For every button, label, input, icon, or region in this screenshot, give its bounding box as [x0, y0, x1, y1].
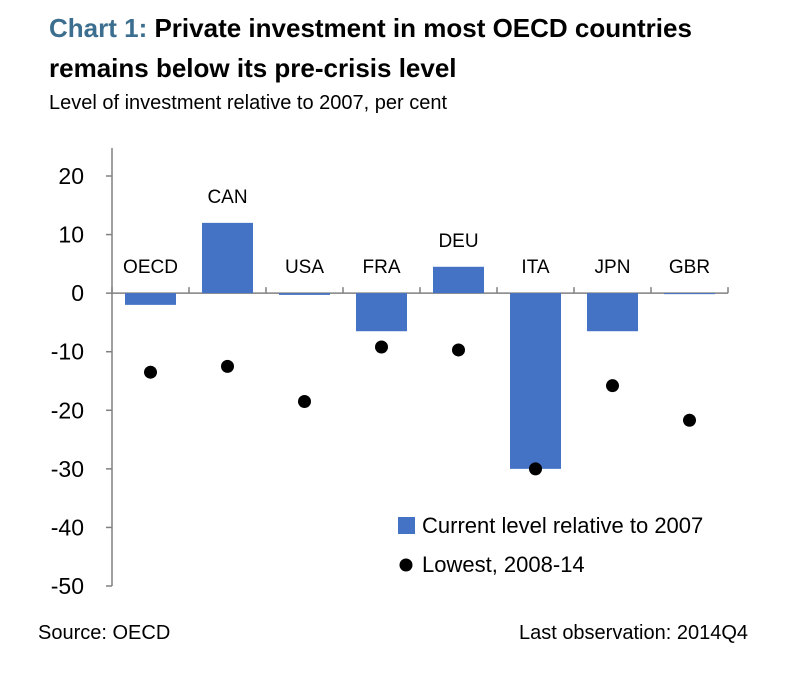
category-label: OECD [123, 257, 178, 278]
bar [587, 293, 638, 332]
chart-subtitle: Level of investment relative to 2007, pe… [49, 92, 448, 114]
bar [202, 222, 253, 294]
bar [125, 293, 176, 305]
category-label: CAN [207, 187, 247, 208]
marker-point [221, 359, 234, 373]
category-label: USA [285, 257, 324, 278]
category-label: GBR [669, 257, 710, 278]
category-labels: OECD CAN USA FRA DEU ITA JPN GBR [123, 187, 710, 278]
source-note: Source: OECD [38, 622, 171, 644]
category-label: DEU [438, 231, 478, 252]
bar [664, 293, 715, 295]
marker-series [144, 340, 696, 476]
chart-axes: 20 10 0 -10 -20 -30 -40 -50 [51, 148, 729, 599]
y-tick-label: -30 [51, 456, 84, 482]
marker-point [144, 365, 157, 379]
y-tick-label: -20 [51, 397, 84, 423]
y-tick-label: 0 [71, 280, 84, 306]
bar [279, 293, 330, 295]
chart-legend: Current level relative to 2007 Lowest, 20… [398, 513, 703, 577]
marker-point [375, 340, 388, 354]
marker-point [529, 462, 542, 476]
bar [356, 293, 407, 332]
y-tick-label: 20 [58, 163, 84, 189]
chart-title-text: Private investment in most OECD countrie… [49, 13, 692, 83]
chart-title: Chart 1: Private investment in most OECD… [49, 8, 789, 88]
y-tick-label: -50 [51, 573, 84, 599]
legend-marker-swatch [399, 558, 413, 572]
bar [433, 266, 484, 294]
legend-bar-label: Current level relative to 2007 [422, 513, 703, 538]
legend-marker-label: Lowest, 2008-14 [422, 552, 585, 577]
category-label: ITA [521, 257, 549, 278]
legend-bar-swatch [398, 517, 415, 534]
marker-point [452, 343, 465, 357]
y-tick-label: 10 [58, 222, 84, 248]
marker-point [683, 413, 696, 427]
last-observation-note: Last observation: 2014Q4 [518, 622, 748, 644]
marker-point [298, 395, 311, 408]
bar-series [125, 222, 715, 469]
bar [510, 293, 561, 469]
category-label: JPN [595, 257, 631, 278]
category-label: FRA [363, 257, 401, 278]
y-tick-label: -40 [51, 514, 84, 540]
chart-title-prefix: Chart 1: [49, 13, 155, 43]
y-tick-label: -10 [51, 339, 84, 365]
marker-point [606, 379, 619, 393]
